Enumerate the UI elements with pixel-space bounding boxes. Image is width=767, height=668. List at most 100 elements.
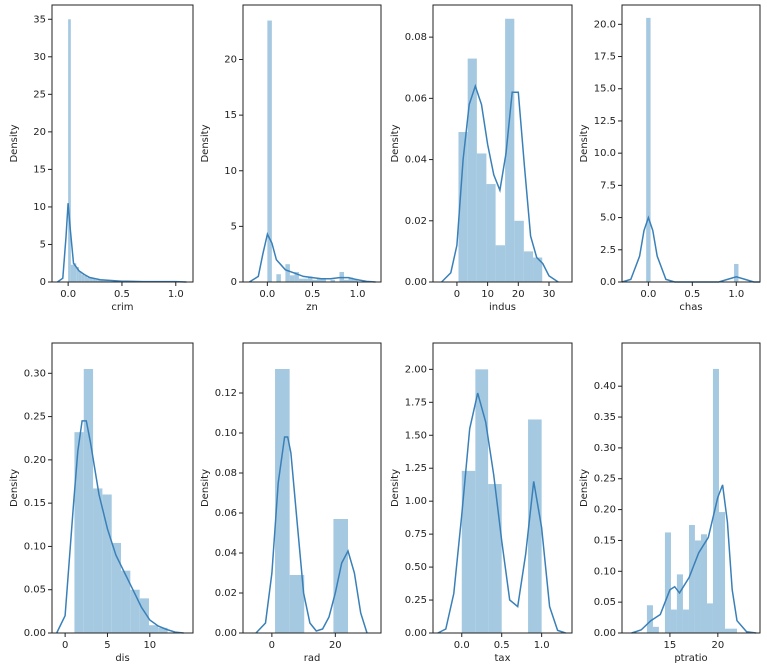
- x-axis-label: rad: [304, 653, 321, 664]
- histogram-bar: [289, 575, 305, 633]
- x-axis-label: chas: [679, 302, 702, 313]
- kde-line: [437, 392, 566, 634]
- x-tick-label: 1.0: [350, 289, 366, 300]
- histogram-bar: [316, 278, 322, 282]
- histogram-bar: [285, 264, 290, 282]
- x-tick-label: 20: [329, 640, 342, 651]
- kde-line: [621, 215, 760, 283]
- histogram-bar: [646, 17, 651, 282]
- histogram-bar: [267, 20, 272, 282]
- kde-line: [255, 436, 368, 634]
- y-tick-label: 15: [33, 164, 46, 175]
- axes-frame: [242, 4, 382, 283]
- y-tick-label: 0.06: [215, 508, 237, 519]
- y-tick-label: 0.02: [405, 216, 427, 227]
- x-axis-label: tax: [495, 653, 511, 664]
- y-tick-label: 0.20: [594, 505, 616, 516]
- y-tick-label: 35: [33, 14, 46, 25]
- y-tick-label: 20: [224, 55, 237, 66]
- histogram-bar: [303, 278, 308, 282]
- y-tick-label: 0.00: [405, 277, 427, 288]
- histogram-bar: [707, 603, 713, 633]
- histogram-bar: [688, 525, 695, 633]
- y-tick-label: 0.06: [405, 93, 427, 104]
- y-tick-label: 0.25: [405, 595, 427, 606]
- y-tick-label: 10.0: [594, 148, 616, 159]
- subplot: 0.0 0.5 1.0 0.00 0.25 0.50 0.75 1.00 1.25 1.50 1.7…: [390, 342, 573, 664]
- y-tick-label: 0.15: [594, 535, 616, 546]
- histogram-bar: [289, 275, 295, 282]
- histogram-bar: [73, 263, 77, 282]
- histogram-bar: [712, 368, 719, 633]
- histogram-bar: [467, 58, 477, 282]
- y-tick-label: 10: [224, 166, 237, 177]
- y-tick-label: 15.0: [594, 84, 616, 95]
- y-tick-label: 1.00: [405, 496, 427, 507]
- histogram-bar: [344, 279, 349, 282]
- y-tick-label: 0.08: [215, 468, 237, 479]
- histogram-bar: [458, 132, 468, 282]
- histogram-bar: [476, 153, 487, 282]
- y-tick-label: 5: [40, 239, 46, 250]
- histogram-bar: [670, 609, 677, 633]
- histogram-bar: [81, 274, 85, 282]
- x-axis-label: ptratio: [674, 653, 707, 664]
- y-tick-label: 0.75: [405, 529, 427, 540]
- y-tick-label: 0.04: [215, 548, 237, 559]
- kde-line: [248, 232, 376, 283]
- x-tick-label: 0.0: [60, 289, 76, 300]
- axes-frame: [621, 342, 761, 634]
- histogram-bar: [514, 220, 524, 282]
- kde-line: [56, 420, 184, 634]
- x-axis-label: crim: [111, 302, 133, 313]
- histogram-bar: [682, 609, 689, 633]
- kde-line: [631, 484, 757, 634]
- histogram-bar: [103, 280, 106, 282]
- axes-frame: [51, 4, 194, 283]
- x-tick-label: 0.5: [684, 289, 700, 300]
- histogram-bar: [734, 263, 739, 282]
- y-tick-label: 12.5: [594, 116, 616, 127]
- x-tick-label: 0: [269, 640, 275, 651]
- histogram-bar: [70, 264, 74, 282]
- y-tick-label: 0: [40, 277, 46, 288]
- axes-frame: [621, 4, 761, 283]
- subplot: 0.0 0.5 1.0 0 5 10 15 20 zn Density: [200, 4, 382, 313]
- x-tick-label: 20: [711, 640, 724, 651]
- histogram-bar: [275, 369, 290, 633]
- histogram-bar: [330, 279, 335, 282]
- histogram-bar: [100, 280, 104, 282]
- histogram-bar: [89, 278, 93, 282]
- y-axis-label: Density: [579, 469, 590, 507]
- y-tick-label: 20: [33, 127, 46, 138]
- y-tick-label: 7.5: [600, 180, 616, 191]
- histogram-bar: [523, 251, 534, 282]
- histogram-bar: [95, 279, 98, 282]
- x-tick-label: 0: [454, 289, 460, 300]
- y-tick-label: 1.50: [405, 430, 427, 441]
- histogram-bar: [121, 570, 131, 633]
- y-tick-label: 0.00: [24, 628, 46, 639]
- y-tick-label: 0.12: [215, 388, 237, 399]
- histogram-bar: [130, 589, 140, 633]
- axes-frame: [51, 342, 194, 634]
- y-tick-label: 25: [33, 89, 46, 100]
- y-tick-label: 0.25: [594, 474, 616, 485]
- histogram-bar: [86, 277, 90, 282]
- histogram-bar: [694, 540, 701, 633]
- y-tick-label: 0.05: [594, 597, 616, 608]
- y-tick-label: 15: [224, 110, 237, 121]
- histogram-bar: [718, 512, 726, 633]
- histogram-bar: [321, 278, 326, 282]
- histogram-bar: [730, 628, 737, 633]
- y-tick-label: 0.00: [215, 628, 237, 639]
- histogram-bar: [646, 605, 653, 633]
- axes-frame: [432, 4, 573, 283]
- x-tick-label: 1.0: [168, 289, 184, 300]
- x-axis-label: dis: [115, 653, 129, 664]
- histogram-bar: [298, 278, 304, 282]
- histogram-bar: [333, 519, 349, 633]
- y-axis-label: Density: [9, 469, 20, 507]
- y-tick-label: 5.0: [600, 213, 616, 224]
- histogram-bar: [93, 488, 103, 633]
